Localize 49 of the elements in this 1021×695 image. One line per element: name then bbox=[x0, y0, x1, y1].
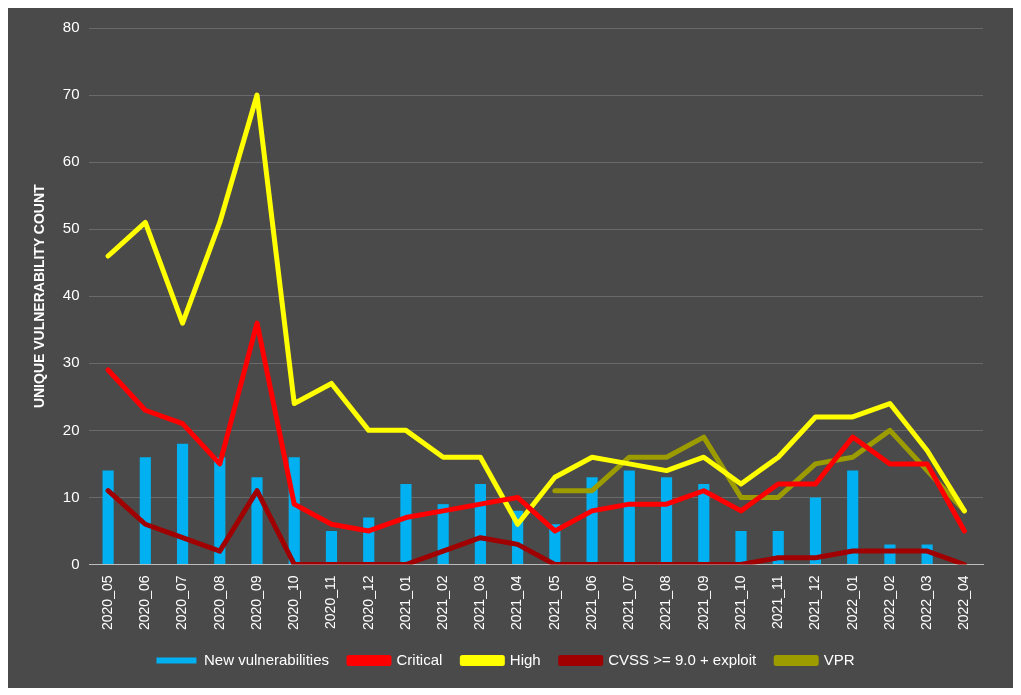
bar bbox=[809, 497, 822, 564]
x-tick-label: 2021_07 bbox=[620, 575, 637, 631]
x-tick-label: 2020_06 bbox=[136, 575, 153, 631]
x-tick-label: 2021_10 bbox=[731, 575, 748, 631]
legend-label: High bbox=[509, 650, 541, 668]
x-tick-label: 2021_02 bbox=[434, 575, 451, 631]
y-tick-label: 20 bbox=[62, 420, 80, 438]
x-tick-label: 2020_07 bbox=[173, 575, 190, 631]
x-tick-label: 2022_03 bbox=[918, 575, 935, 631]
x-tick-label: 2020_12 bbox=[359, 575, 376, 631]
y-tick-label: 70 bbox=[62, 85, 80, 103]
bar bbox=[660, 477, 673, 564]
bar bbox=[623, 470, 635, 564]
x-tick-label: 2022_02 bbox=[880, 575, 897, 631]
x-tick-label: 2021_03 bbox=[471, 575, 488, 631]
bar bbox=[102, 470, 114, 564]
x-tick-label: 2021_09 bbox=[694, 575, 711, 631]
x-tick-label: 2021_05 bbox=[545, 575, 562, 631]
x-tick-label: 2022_04 bbox=[955, 575, 972, 631]
x-tick-label: 2020_10 bbox=[285, 575, 302, 631]
x-tick-label: 2022_01 bbox=[843, 575, 860, 631]
legend-label: New vulnerabilities bbox=[203, 650, 330, 668]
legend-label: CVSS >= 9.0 + exploit bbox=[608, 650, 758, 668]
bar bbox=[325, 530, 338, 564]
y-tick-label: 80 bbox=[62, 18, 80, 36]
x-tick-label: 2020_08 bbox=[210, 575, 227, 631]
x-tick-label: 2021_12 bbox=[806, 575, 823, 631]
bar bbox=[847, 470, 859, 564]
x-tick-label: 2020_11 bbox=[322, 575, 339, 629]
x-tick-label: 2021_04 bbox=[508, 575, 525, 631]
legend-label: Critical bbox=[396, 650, 443, 668]
x-tick-label: 2021_06 bbox=[582, 575, 599, 631]
x-tick-label: 2020_05 bbox=[98, 575, 115, 631]
x-tick-label: 2021_08 bbox=[657, 575, 674, 631]
y-tick-label: 60 bbox=[62, 152, 80, 170]
x-tick-label: 2021_11 bbox=[769, 575, 786, 629]
x-tick-label: 2020_09 bbox=[247, 575, 264, 631]
y-tick-label: 40 bbox=[62, 286, 80, 304]
y-tick-label: 50 bbox=[62, 219, 80, 237]
legend-label: VPR bbox=[823, 650, 855, 668]
bar bbox=[400, 484, 412, 564]
y-axis-title: UNIQUE VULNERABILITY COUNT bbox=[31, 183, 48, 409]
y-tick-label: 0 bbox=[71, 554, 80, 572]
bar bbox=[176, 443, 189, 564]
bar bbox=[139, 457, 151, 564]
y-tick-label: 30 bbox=[62, 353, 80, 371]
x-tick-label: 2021_01 bbox=[396, 575, 413, 631]
bar bbox=[735, 530, 747, 564]
y-tick-label: 10 bbox=[62, 487, 80, 505]
